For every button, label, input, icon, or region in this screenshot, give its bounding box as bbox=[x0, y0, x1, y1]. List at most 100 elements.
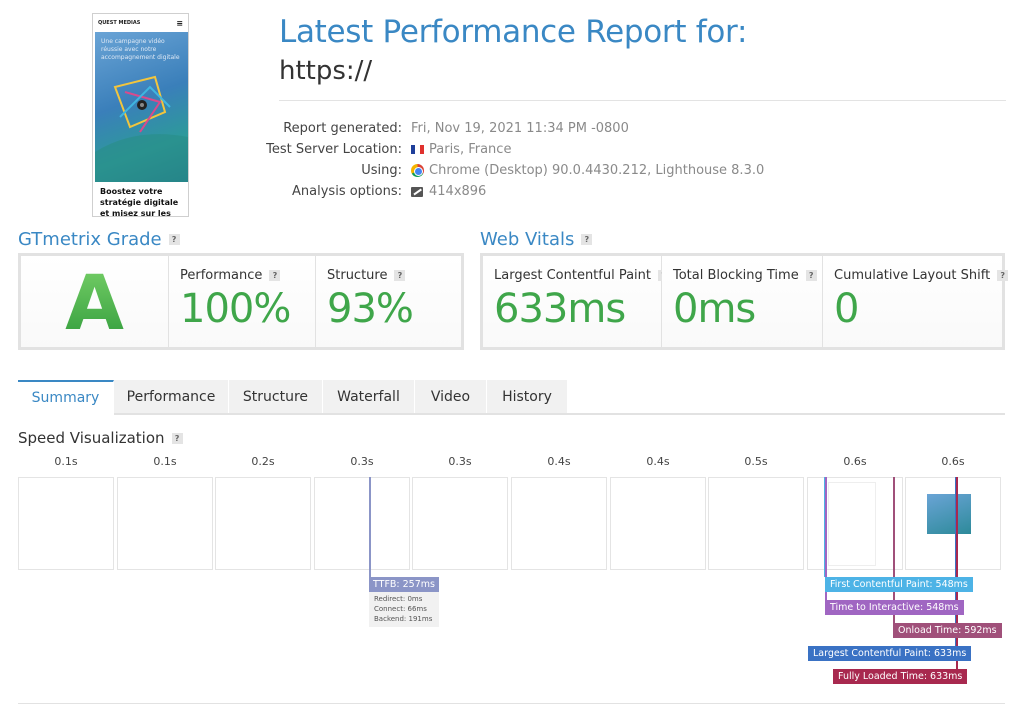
lcp-value: 633ms bbox=[494, 286, 626, 332]
web-vitals-box: Largest Contentful Paint ? 633ms Total B… bbox=[480, 253, 1009, 350]
meta-analysis-options: Analysis options: 414x896 bbox=[250, 181, 764, 202]
tab-video[interactable]: Video bbox=[415, 380, 487, 414]
meta-using: Using: Chrome (Desktop) 90.0.4430.212, L… bbox=[250, 160, 764, 181]
speed-visualization-title: Speed Visualization ? bbox=[18, 429, 183, 447]
ttfb-label: TTFB: 257ms bbox=[369, 577, 439, 592]
meta-server-location: Test Server Location: Paris, France bbox=[250, 139, 764, 160]
meta-value: Paris, France bbox=[429, 142, 512, 157]
ttfb-backend: Backend: 191ms bbox=[374, 615, 433, 623]
lcp-label-wrap: Largest Contentful Paint ? bbox=[494, 268, 670, 283]
frame-time-label: 0.2s bbox=[251, 455, 275, 468]
cls-label: Cumulative Layout Shift bbox=[834, 268, 991, 283]
hamburger-menu-icon: ≡ bbox=[176, 18, 183, 28]
lcp-marker-label[interactable]: Largest Contentful Paint: 633ms bbox=[808, 646, 972, 661]
thumbnail-topbar: QUEST MEDIAS ≡ bbox=[93, 14, 188, 32]
meta-label: Analysis options: bbox=[292, 184, 402, 199]
grade-letter: A bbox=[21, 258, 168, 347]
fcp-marker-line bbox=[824, 477, 826, 577]
structure-label: Structure bbox=[327, 268, 388, 283]
lcp-label: Largest Contentful Paint bbox=[494, 268, 652, 283]
meta-label: Report generated: bbox=[283, 121, 402, 136]
tti-marker-label[interactable]: Time to Interactive: 548ms bbox=[825, 600, 964, 615]
tab-summary[interactable]: Summary bbox=[18, 380, 114, 414]
filmstrip: 0.1s 0.1s 0.2s 0.3s 0.3s 0.4s 0.4s 0.5s 0.6s 0.6s bbox=[18, 455, 1005, 570]
section-title-text: GTmetrix Grade bbox=[18, 229, 162, 250]
tbt-label: Total Blocking Time bbox=[673, 268, 799, 283]
fully-loaded-marker-line bbox=[956, 477, 958, 669]
frame-preview bbox=[926, 482, 974, 566]
report-url[interactable]: https:// bbox=[279, 56, 373, 86]
web-vitals-title: Web Vitals ? bbox=[480, 229, 593, 250]
resize-icon bbox=[411, 186, 423, 197]
tab-structure[interactable]: Structure bbox=[229, 380, 323, 414]
help-icon[interactable]: ? bbox=[997, 270, 1009, 281]
meta-value-wrap: Paris, France bbox=[411, 139, 511, 160]
page-title: Latest Performance Report for: bbox=[279, 14, 748, 50]
frame-time-label: 0.3s bbox=[350, 455, 374, 468]
help-icon[interactable]: ? bbox=[168, 234, 180, 245]
tab-waterfall[interactable]: Waterfall bbox=[323, 380, 415, 414]
ttfb-marker-line bbox=[369, 477, 371, 577]
meta-value: Chrome (Desktop) 90.0.4430.212, Lighthou… bbox=[429, 163, 765, 178]
filmstrip-frame[interactable] bbox=[905, 477, 1001, 570]
thumbnail-hero-image: Une campagne vidéo réussie avec notre ac… bbox=[95, 32, 188, 182]
cls-cell: Cumulative Layout Shift ? 0 bbox=[823, 256, 1009, 347]
report-meta: Report generated: Fri, Nov 19, 2021 11:3… bbox=[250, 118, 764, 202]
meta-label: Using: bbox=[361, 163, 402, 178]
page-screenshot-thumbnail[interactable]: QUEST MEDIAS ≡ Une campagne vidéo réussi… bbox=[92, 13, 189, 217]
report-tabs: Summary Performance Structure Waterfall … bbox=[18, 380, 568, 414]
filmstrip-frame[interactable] bbox=[610, 477, 706, 570]
frame-time-label: 0.4s bbox=[646, 455, 670, 468]
bottom-divider bbox=[18, 703, 1005, 704]
tab-history[interactable]: History bbox=[487, 380, 568, 414]
filmstrip-frame[interactable] bbox=[412, 477, 508, 570]
frame-preview-image bbox=[927, 494, 971, 534]
filmstrip-frame[interactable] bbox=[314, 477, 410, 570]
tbt-value: 0ms bbox=[673, 286, 756, 332]
onload-marker-label[interactable]: Onload Time: 592ms bbox=[893, 623, 1002, 638]
filmstrip-frame[interactable] bbox=[215, 477, 311, 570]
help-icon[interactable]: ? bbox=[394, 270, 406, 281]
header-divider bbox=[279, 100, 1006, 101]
thumbnail-headline: Boostez votre stratégie digitale et mise… bbox=[100, 187, 179, 217]
structure-score-cell: Structure ? 93% bbox=[316, 256, 461, 347]
help-icon[interactable]: ? bbox=[171, 432, 183, 444]
filmstrip-frame[interactable] bbox=[708, 477, 804, 570]
gtmetrix-grade-box: A Performance ? 100% Structure ? 93% bbox=[18, 253, 464, 350]
lcp-cell: Largest Contentful Paint ? 633ms bbox=[483, 256, 670, 347]
cls-label-wrap: Cumulative Layout Shift ? bbox=[834, 268, 1009, 283]
frame-preview bbox=[828, 482, 876, 566]
frame-time-label: 0.3s bbox=[448, 455, 472, 468]
tti-marker-line bbox=[825, 477, 827, 600]
gtmetrix-grade-title: GTmetrix Grade ? bbox=[18, 229, 180, 250]
meta-report-generated: Report generated: Fri, Nov 19, 2021 11:3… bbox=[250, 118, 764, 139]
frame-time-label: 0.6s bbox=[843, 455, 867, 468]
meta-value-wrap: Chrome (Desktop) 90.0.4430.212, Lighthou… bbox=[411, 160, 764, 181]
meta-value-wrap: 414x896 bbox=[411, 181, 486, 202]
structure-value: 93% bbox=[327, 286, 414, 332]
thumbnail-brand: QUEST MEDIAS bbox=[98, 20, 141, 26]
help-icon[interactable]: ? bbox=[805, 270, 817, 281]
filmstrip-frame[interactable] bbox=[807, 477, 903, 570]
tab-performance[interactable]: Performance bbox=[114, 380, 229, 414]
fully-loaded-marker-label[interactable]: Fully Loaded Time: 633ms bbox=[833, 669, 968, 684]
tbt-label-wrap: Total Blocking Time ? bbox=[673, 268, 817, 283]
tbt-cell: Total Blocking Time ? 0ms bbox=[662, 256, 823, 347]
grade-letter-cell: A bbox=[21, 256, 169, 347]
fcp-marker-label[interactable]: First Contentful Paint: 548ms bbox=[825, 577, 973, 592]
thumbnail-artwork-icon bbox=[95, 75, 188, 182]
onload-marker-line bbox=[893, 477, 895, 623]
performance-value: 100% bbox=[180, 286, 291, 332]
help-icon[interactable]: ? bbox=[581, 234, 593, 245]
performance-label-wrap: Performance ? bbox=[180, 268, 281, 283]
frame-time-label: 0.4s bbox=[547, 455, 571, 468]
filmstrip-frame[interactable] bbox=[117, 477, 213, 570]
lcp-marker-line bbox=[955, 477, 957, 646]
ttfb-marker[interactable]: TTFB: 257ms Redirect: 0ms Connect: 66ms … bbox=[369, 577, 439, 627]
meta-value: Fri, Nov 19, 2021 11:34 PM -0800 bbox=[411, 121, 629, 136]
filmstrip-frame[interactable] bbox=[511, 477, 607, 570]
thumbnail-overlay-text: Une campagne vidéo réussie avec notre ac… bbox=[101, 38, 180, 61]
filmstrip-frame[interactable] bbox=[18, 477, 114, 570]
france-flag-icon bbox=[411, 145, 424, 154]
help-icon[interactable]: ? bbox=[269, 270, 281, 281]
